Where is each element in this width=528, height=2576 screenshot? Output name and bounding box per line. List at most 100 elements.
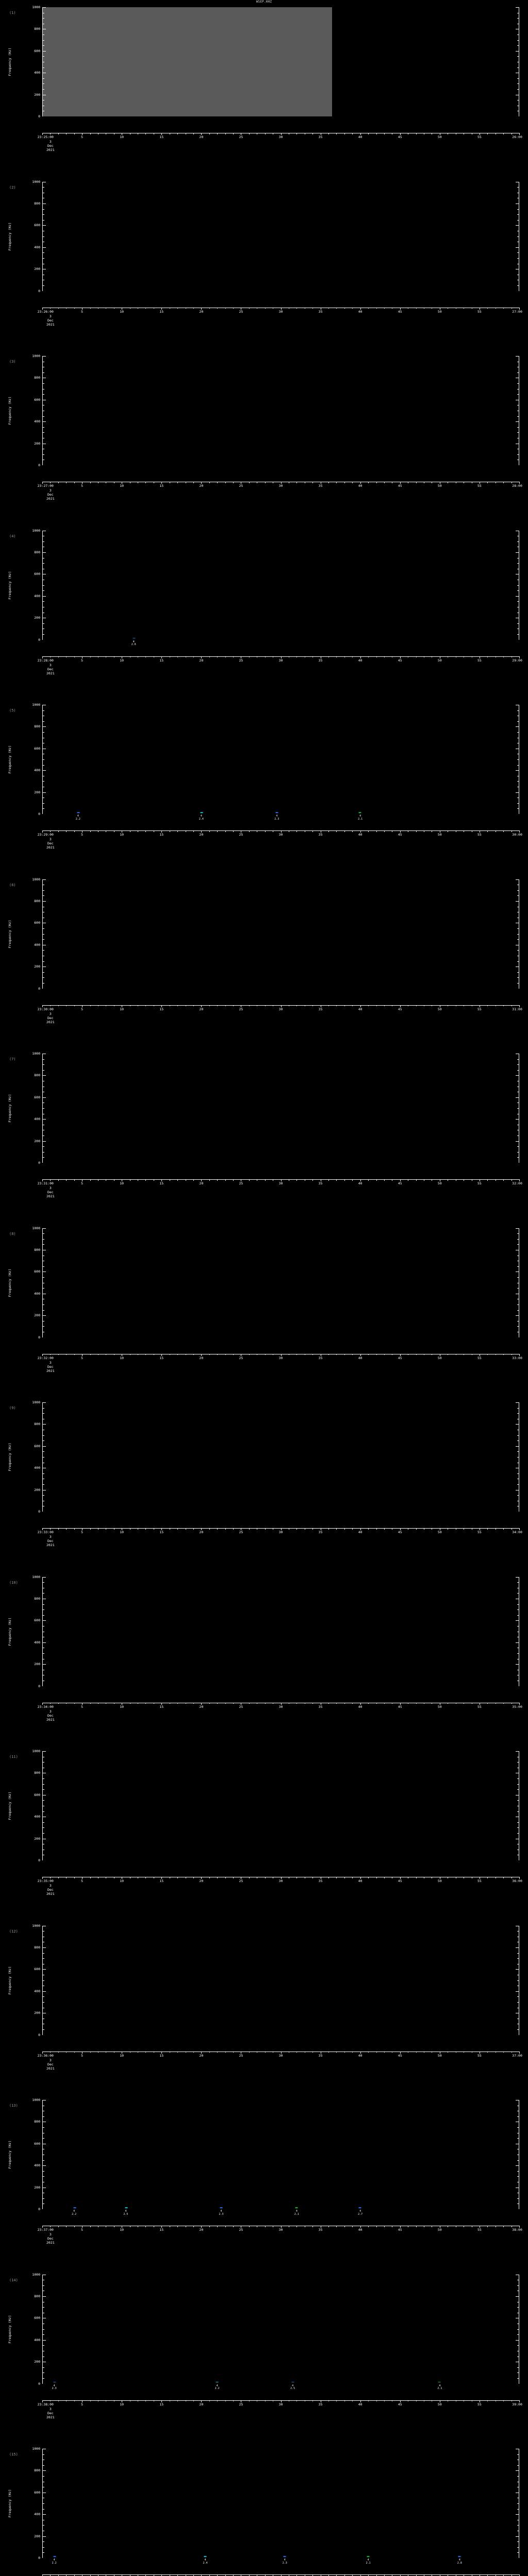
x-axis-tick	[376, 1702, 377, 1704]
y-axis-tick	[43, 214, 44, 215]
x-axis-tick	[336, 1005, 337, 1006]
y-tick-label: 600	[34, 1444, 40, 1448]
y-axis-tick	[517, 1653, 519, 1654]
spectrogram-plot-area[interactable]	[42, 1925, 519, 2035]
event-marker[interactable]	[204, 2556, 207, 2557]
event-marker[interactable]	[438, 2381, 441, 2383]
event-marker[interactable]	[367, 2556, 370, 2557]
event-marker[interactable]	[358, 812, 361, 813]
spectrogram-plot-area[interactable]	[42, 879, 519, 989]
event-depth: 2.4	[203, 2561, 208, 2565]
x-axis-tick	[74, 1877, 75, 1878]
x-tick-label: 35	[318, 484, 323, 488]
y-axis-tick	[43, 634, 44, 635]
spectrogram-plot-area[interactable]	[42, 7, 519, 116]
x-axis-tick	[265, 1005, 266, 1006]
x-axis-tick	[344, 1702, 345, 1704]
x-axis-tick	[400, 1528, 401, 1530]
event-annotation: 4 2.7	[358, 2210, 362, 2216]
event-marker[interactable]	[275, 812, 278, 813]
event-depth: 2.1	[437, 2387, 442, 2391]
event-annotation: 4 2.1	[437, 2384, 442, 2391]
x-axis-tick	[400, 1005, 401, 1007]
y-axis-tick	[517, 1609, 519, 1611]
y-axis-tick	[517, 2160, 519, 2161]
x-axis-tick	[58, 1353, 59, 1355]
spectrogram-plot-area[interactable]	[42, 1751, 519, 1860]
y-axis-tick	[43, 247, 46, 248]
y-axis-tick	[43, 710, 44, 711]
x-axis-tick	[225, 482, 226, 483]
x-tick-label-start: 23:31:00	[37, 1181, 54, 1185]
event-marker[interactable]	[53, 2381, 56, 2383]
x-tick-label-start: 23:30:00	[37, 1007, 54, 1011]
event-marker[interactable]	[295, 2207, 298, 2208]
x-tick-label-start: 23:27:00	[37, 484, 54, 488]
event-depth: 2.3	[274, 817, 279, 821]
spectrogram-plot-area[interactable]	[42, 1228, 519, 1337]
x-axis-tick	[177, 2574, 178, 2576]
spectrogram-plot-area[interactable]	[42, 530, 519, 640]
axis-date-month: Dec	[47, 1539, 54, 1544]
event-marker[interactable]	[458, 2556, 461, 2557]
spectrogram-plot-area[interactable]	[42, 2274, 519, 2384]
y-axis-tick	[517, 2329, 519, 2330]
axis-date-stack: 3 Dec 2021	[46, 2407, 55, 2419]
event-marker[interactable]	[283, 2556, 286, 2557]
x-axis-tick	[193, 2400, 194, 2401]
x-axis-tick	[503, 2574, 504, 2576]
x-axis-tick	[336, 1528, 337, 1530]
x-axis-tick	[145, 2574, 146, 2576]
x-axis-tick	[50, 2226, 51, 2227]
event-marker[interactable]	[216, 2381, 219, 2383]
x-axis-tick	[145, 2226, 146, 2227]
y-tick-label: 400	[34, 1989, 40, 1993]
x-tick-label: 5	[81, 1355, 84, 1360]
event-annotation: 4 2.6	[131, 640, 136, 647]
x-axis-tick	[193, 656, 194, 657]
event-marker[interactable]	[77, 812, 80, 813]
x-axis-tick	[233, 2051, 234, 2053]
y-axis-tick	[43, 1141, 46, 1142]
event-marker[interactable]	[200, 812, 203, 813]
spectrogram-plot-area[interactable]	[42, 1577, 519, 1686]
event-marker[interactable]	[133, 637, 136, 639]
spectrogram-plot-area[interactable]	[42, 356, 519, 465]
event-marker[interactable]	[73, 2207, 76, 2208]
x-axis-tick	[376, 2226, 377, 2227]
y-axis-tick	[517, 40, 519, 41]
x-axis-tick	[519, 307, 520, 310]
spectrogram-plot-area[interactable]	[42, 181, 519, 291]
event-marker[interactable]	[53, 2556, 56, 2557]
spectrogram-plot-area[interactable]	[42, 2100, 519, 2209]
x-axis-tick	[328, 2226, 329, 2227]
x-axis-tick	[352, 1005, 353, 1006]
y-axis-tick	[43, 1784, 44, 1785]
spectrogram-plot-area[interactable]	[42, 1054, 519, 1163]
x-tick-label: 55	[477, 2053, 482, 2058]
event-marker[interactable]	[358, 2207, 361, 2208]
x-tick-label: 20	[199, 1007, 204, 1011]
x-axis-tick	[400, 1353, 401, 1356]
y-axis-tick	[43, 1615, 44, 1616]
event-marker[interactable]	[125, 2207, 128, 2208]
event-marker[interactable]	[291, 2381, 294, 2383]
spectrogram-plot-area[interactable]	[42, 1402, 519, 1512]
spectrogram-plot-area[interactable]	[42, 705, 519, 814]
y-axis-tick	[517, 2138, 519, 2139]
x-axis-tick	[360, 1877, 361, 1879]
event-marker[interactable]	[220, 2207, 223, 2208]
x-tick-label: 30	[278, 309, 283, 314]
x-axis-tick	[209, 1877, 210, 1878]
y-axis-tick	[43, 1778, 44, 1779]
y-axis-tick	[43, 541, 44, 542]
x-tick-label: 35	[318, 1007, 323, 1011]
spectrogram-plot-area[interactable]	[42, 2449, 519, 2558]
y-axis-tick	[517, 1059, 519, 1060]
x-axis-tick	[233, 2226, 234, 2227]
x-axis-tick	[360, 2574, 361, 2576]
axis-date-year: 2021	[46, 1368, 55, 1373]
y-tick-label: 800	[34, 1771, 40, 1775]
y-axis-tick	[516, 1991, 519, 1992]
x-axis-tick	[58, 133, 59, 134]
